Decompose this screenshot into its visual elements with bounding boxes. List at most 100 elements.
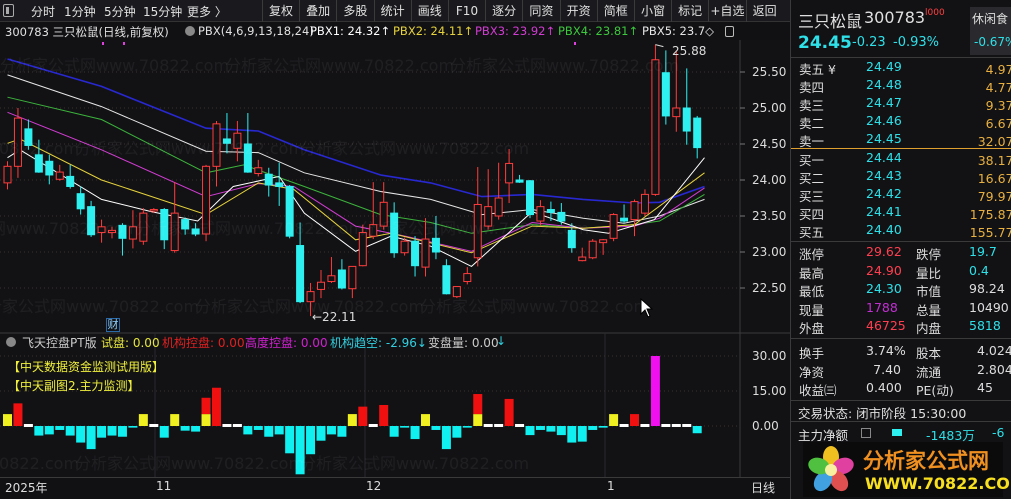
candle[interactable] xyxy=(526,180,534,219)
candle[interactable] xyxy=(285,185,294,239)
layout-toggle-icon[interactable] xyxy=(3,4,14,17)
toolbar-button[interactable]: 开资 xyxy=(559,0,597,22)
sector-box[interactable]: 休闲食 -0.67% xyxy=(970,7,1011,55)
candle[interactable] xyxy=(411,236,420,277)
tab-1min[interactable]: 1分钟 xyxy=(64,5,96,19)
toolbar-button[interactable]: 统计 xyxy=(373,0,411,22)
candle[interactable] xyxy=(599,239,608,255)
candle[interactable] xyxy=(306,282,315,317)
candle[interactable] xyxy=(620,204,629,224)
toolbar-button[interactable]: 小窗 xyxy=(634,0,671,22)
candle[interactable] xyxy=(34,139,43,173)
indicator-menu-icon[interactable] xyxy=(6,337,16,347)
candle[interactable] xyxy=(693,115,702,159)
candle[interactable] xyxy=(202,164,211,242)
candle[interactable] xyxy=(431,216,440,260)
candle[interactable] xyxy=(181,217,190,235)
candle[interactable] xyxy=(567,223,576,253)
candle[interactable] xyxy=(118,223,127,256)
indicator-menu-icon[interactable] xyxy=(185,26,195,36)
candle[interactable] xyxy=(254,159,263,177)
candle[interactable] xyxy=(640,189,649,216)
candle[interactable] xyxy=(505,149,514,204)
candle[interactable] xyxy=(160,208,169,250)
toolbar-button[interactable]: 逐分 xyxy=(485,0,522,22)
toolbar-button[interactable]: 叠加 xyxy=(299,0,336,22)
candle[interactable] xyxy=(275,162,284,206)
candle[interactable] xyxy=(609,213,618,242)
candle[interactable] xyxy=(317,270,325,299)
candle-body xyxy=(222,138,231,144)
toolbar-button[interactable]: 简框 xyxy=(596,0,634,22)
candle[interactable] xyxy=(390,202,399,258)
candle[interactable] xyxy=(379,182,388,230)
candle[interactable] xyxy=(442,259,451,295)
candle[interactable] xyxy=(630,199,639,237)
candle[interactable] xyxy=(45,154,54,185)
candle[interactable] xyxy=(546,201,555,222)
candle[interactable] xyxy=(484,169,493,230)
candle[interactable] xyxy=(3,161,12,190)
candle[interactable] xyxy=(139,208,148,245)
toolbar-button[interactable]: 同资 xyxy=(522,0,559,22)
candle[interactable] xyxy=(55,164,64,181)
candle[interactable] xyxy=(337,259,346,290)
candle[interactable] xyxy=(536,200,545,227)
candle[interactable] xyxy=(170,182,179,253)
toolbar-button[interactable]: +自选 xyxy=(708,0,745,22)
finance-marker[interactable]: 财 xyxy=(106,318,120,332)
candle[interactable] xyxy=(588,239,597,260)
candle[interactable] xyxy=(264,167,273,197)
period-label[interactable]: 日线 xyxy=(751,481,776,495)
candle[interactable] xyxy=(76,186,85,215)
indicator-name[interactable]: 飞天控盘PT版 xyxy=(22,336,97,350)
candle[interactable] xyxy=(327,257,336,283)
candle[interactable] xyxy=(24,119,33,150)
candle[interactable] xyxy=(369,182,378,240)
candle[interactable] xyxy=(578,247,587,262)
candle[interactable] xyxy=(87,200,96,237)
candle[interactable] xyxy=(191,223,200,237)
candle[interactable] xyxy=(66,164,75,189)
candle[interactable] xyxy=(400,237,409,256)
indicator-bar xyxy=(316,426,326,441)
candle[interactable] xyxy=(473,167,482,267)
kline-chart[interactable]: 25.50 25.00 24.50 24.00 23.50 23.00 22.50 30.00… xyxy=(0,40,790,477)
tab-timeshare[interactable]: 分时 xyxy=(31,5,56,19)
toolbar-button[interactable]: 标记 xyxy=(671,0,708,22)
candle[interactable] xyxy=(557,203,566,225)
candle[interactable] xyxy=(296,222,305,304)
candle[interactable] xyxy=(452,286,461,299)
candle[interactable] xyxy=(233,120,242,162)
candle[interactable] xyxy=(672,50,681,132)
candle[interactable] xyxy=(358,224,367,267)
candle[interactable] xyxy=(463,267,472,285)
panel-toggle-icon[interactable] xyxy=(725,26,734,37)
candle[interactable] xyxy=(13,108,22,178)
sector-name: 休闲食 xyxy=(972,12,1009,26)
tab-15min[interactable]: 15分钟 xyxy=(143,5,183,19)
candle[interactable] xyxy=(149,208,158,214)
toolbar-button[interactable]: F10 xyxy=(448,0,485,22)
candle[interactable] xyxy=(128,210,137,249)
candle[interactable] xyxy=(421,218,430,277)
toolbar-button[interactable]: 返回 xyxy=(745,0,783,22)
candle[interactable] xyxy=(212,120,221,187)
toolbar-button[interactable]: 画线 xyxy=(410,0,448,22)
candle[interactable] xyxy=(494,162,503,220)
indicator-params[interactable]: PBX(4,6,9,13,18,24) xyxy=(198,24,314,38)
candle[interactable] xyxy=(651,44,660,196)
toolbar-button[interactable]: 多股 xyxy=(336,0,373,22)
candle[interactable] xyxy=(515,174,524,183)
candle[interactable] xyxy=(661,50,670,125)
list-icon[interactable] xyxy=(861,428,871,438)
tab-5min[interactable]: 5分钟 xyxy=(104,5,136,19)
candle[interactable] xyxy=(348,265,357,299)
toolbar-button[interactable]: 复权 xyxy=(262,0,299,22)
candle[interactable] xyxy=(243,113,252,173)
candle[interactable] xyxy=(97,219,106,243)
candle[interactable] xyxy=(108,226,116,239)
candle[interactable] xyxy=(222,113,231,154)
candle[interactable] xyxy=(682,68,691,145)
tab-more[interactable]: 更多 〉 xyxy=(187,5,227,19)
